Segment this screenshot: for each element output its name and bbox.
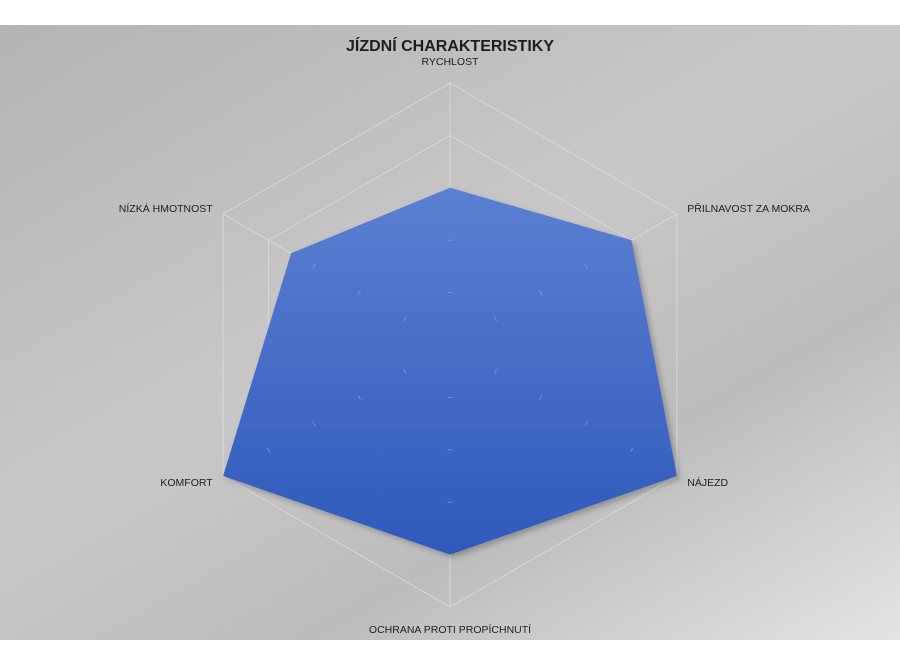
- axis-label-2: PŘILNAVOST ZA MOKRA: [687, 202, 810, 215]
- axis-tick: [493, 368, 497, 374]
- axis-tick: [539, 290, 543, 295]
- axis-label-5: KOMFORT: [160, 477, 213, 489]
- axis-tick: [312, 421, 316, 426]
- radar-chart: RYCHLOST PŘILNAVOST ZA MOKRA NÁJEZD OCHRANA…: [119, 56, 810, 636]
- chart-area: JÍZDNÍ CHARAKTERISTIKY RYCHLOST PŘILNAVOS…: [0, 25, 900, 640]
- series-area-1: [223, 187, 677, 555]
- radar-series: [223, 187, 677, 555]
- axis-tick: [312, 264, 316, 269]
- axis-tick: [584, 421, 588, 426]
- radar-axis-labels: RYCHLOST PŘILNAVOST ZA MOKRA NÁJEZD OCHRANA…: [119, 56, 810, 636]
- axis-tick: [403, 316, 407, 322]
- axis-label-3: NÁJEZD: [687, 476, 728, 489]
- chart-title: JÍZDNÍ CHARAKTERISTIKY: [345, 38, 554, 55]
- axis-tick: [584, 264, 588, 269]
- axis-tick: [357, 290, 361, 295]
- axis-tick: [629, 447, 634, 453]
- radar-ticks: [266, 239, 634, 503]
- axis-tick: [539, 395, 543, 400]
- axis-tick: [266, 447, 271, 453]
- axis-label-1: RYCHLOST: [422, 56, 480, 68]
- axis-label-6: NÍZKÁ HMOTNOST: [119, 202, 214, 215]
- axis-label-4: OCHRANA PROTI PROPÍCHNUTÍ: [369, 623, 531, 636]
- axis-tick: [403, 368, 407, 374]
- axis-tick: [357, 395, 361, 400]
- axis-tick: [493, 316, 497, 322]
